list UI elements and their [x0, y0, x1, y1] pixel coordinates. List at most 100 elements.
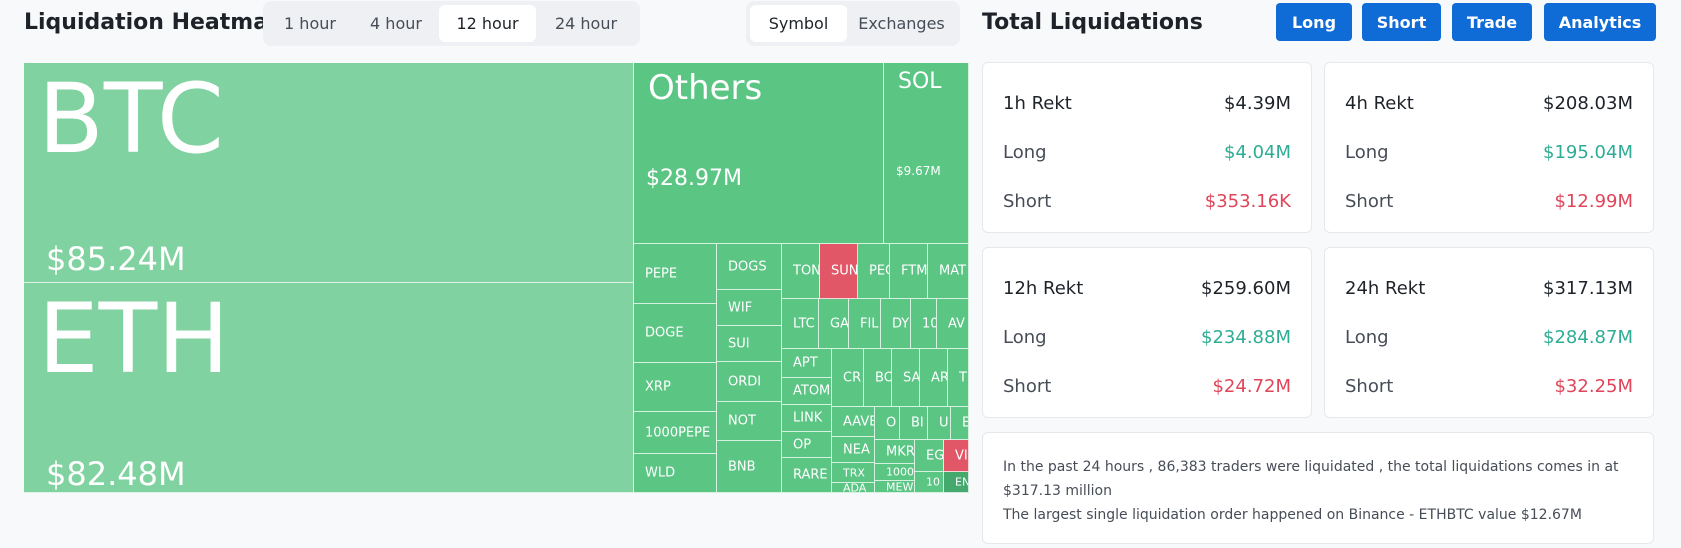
tile-tr[interactable]: TR [948, 349, 969, 407]
tile-symbol: SUN [831, 263, 858, 279]
tile-symbol: 10 [922, 316, 937, 331]
tile-symbol: O [886, 415, 897, 431]
tile-nea[interactable]: NEA [832, 437, 875, 463]
tile-mkr[interactable]: MKR [875, 440, 915, 464]
tile-value: $82.48M [46, 455, 186, 493]
tile-doge[interactable]: DOGE [634, 304, 717, 363]
tile-symbol: DOGS [728, 259, 767, 274]
tile-value: $85.24M [46, 240, 186, 278]
analytics-button[interactable]: Analytics [1544, 3, 1656, 41]
long-value: $195.04M [1543, 142, 1633, 163]
tile-symbol: TR [959, 370, 968, 385]
tile-eth[interactable]: ETH $82.48M [24, 283, 634, 493]
tile-symbol: WIF [728, 300, 753, 315]
tile-o[interactable]: O [875, 407, 900, 440]
tile-ordi[interactable]: ORDI [717, 362, 782, 402]
tile-op[interactable]: OP [782, 432, 832, 458]
tile-ar[interactable]: AR [920, 349, 948, 407]
tile-symbol: TON [793, 263, 820, 279]
tile-ltc[interactable]: LTC [782, 299, 819, 349]
trade-button[interactable]: Trade [1452, 3, 1532, 41]
rekt-total: $4.39M [1223, 93, 1291, 114]
tile-value: $9.67M [896, 164, 941, 178]
rekt-label: 12h Rekt [1003, 278, 1084, 299]
tile-symbol: FTM [901, 263, 928, 279]
tile-fil[interactable]: FIL [849, 299, 881, 349]
tile-ton[interactable]: TON [782, 244, 820, 299]
tab-symbol[interactable]: Symbol [750, 5, 847, 42]
rekt-label: 1h Rekt [1003, 93, 1072, 114]
tile-dy[interactable]: DY [881, 299, 911, 349]
tile-1000pepe[interactable]: 1000PEPE [634, 412, 717, 454]
long-label: Long [1003, 142, 1047, 163]
tab-1-hour[interactable]: 1 hour [284, 14, 336, 33]
tile-others[interactable]: Others $28.97M [634, 63, 884, 244]
tile-ftm[interactable]: FTM [890, 244, 928, 299]
short-button[interactable]: Short [1362, 3, 1441, 41]
tile-sa[interactable]: SA [892, 349, 920, 407]
tile-ada[interactable]: ADA [832, 483, 875, 493]
tile-wld[interactable]: WLD [634, 454, 717, 493]
rekt-label: 24h Rekt [1345, 278, 1426, 299]
tile-symbol: VI [955, 448, 968, 463]
tab-24-hour[interactable]: 24 hour [554, 14, 618, 33]
tile-btc[interactable]: BTC $85.24M [24, 63, 634, 283]
tile-eg[interactable]: EG [915, 440, 944, 472]
tile-symbol: NEA [843, 442, 870, 457]
tile-vi[interactable]: VI [944, 440, 969, 472]
tile-10[interactable]: 10 [911, 299, 937, 349]
tile-symbol: SOL [898, 69, 942, 94]
tile-symbol: BI [911, 415, 924, 431]
tile-symbol: RARE [793, 467, 828, 483]
rekt-card-1h: 1h Rekt $4.39M Long $4.04M Short $353.16K [982, 62, 1312, 233]
short-label: Short [1345, 191, 1394, 212]
long-value: $4.04M [1223, 142, 1291, 163]
view-selector: Symbol Exchanges [746, 1, 960, 46]
tile-sui[interactable]: SUI [717, 326, 782, 362]
tile-not[interactable]: NOT [717, 402, 782, 441]
tile-bo[interactable]: BO [864, 349, 892, 407]
tile-symbol: 1000 [886, 465, 914, 479]
tile-av[interactable]: AV [937, 299, 969, 349]
tile-symbol: APT [793, 355, 818, 371]
tile-symbol: SUI [728, 336, 750, 351]
tile-10[interactable]: 10 [915, 472, 944, 493]
tile-symbol: 1000PEPE [645, 425, 711, 440]
long-value: $234.88M [1201, 327, 1291, 348]
tab-exchanges[interactable]: Exchanges [858, 14, 945, 33]
tile-ga[interactable]: GA [819, 299, 849, 349]
tile-rare[interactable]: RARE [782, 458, 832, 493]
tab-4-hour[interactable]: 4 hour [370, 14, 422, 33]
tile-symbol: AR [931, 370, 948, 385]
tile-1000[interactable]: 1000 [875, 464, 915, 481]
tile-trx[interactable]: TRX [832, 463, 875, 483]
tile-link[interactable]: LINK [782, 405, 832, 432]
tile-cr[interactable]: CR [832, 349, 864, 407]
tile-sun[interactable]: SUN [820, 244, 858, 299]
tile-atom[interactable]: ATOM [782, 378, 832, 405]
tile-mat[interactable]: MAT [928, 244, 969, 299]
long-value: $284.87M [1543, 327, 1633, 348]
tile-mew[interactable]: MEW [875, 481, 915, 493]
tile-sol[interactable]: SOL $9.67M [884, 63, 969, 244]
long-button[interactable]: Long [1276, 3, 1352, 41]
rekt-total: $259.60M [1201, 278, 1291, 299]
tile-wif[interactable]: WIF [717, 290, 782, 326]
tile-symbol: MAT [939, 263, 967, 279]
tab-12-hour[interactable]: 12 hour [439, 5, 536, 42]
tile-bi[interactable]: BI [900, 407, 928, 440]
tile-xrp[interactable]: XRP [634, 363, 717, 412]
tile-symbol: LTC [793, 316, 815, 331]
tile-bnb[interactable]: BNB [717, 441, 782, 493]
tile-apt[interactable]: APT [782, 349, 832, 378]
tile-en[interactable]: EN [944, 472, 969, 493]
tile-et[interactable]: ET [951, 407, 969, 440]
tile-pepe[interactable]: PEPE [634, 244, 717, 304]
tile-symbol: Others [648, 68, 763, 108]
tile-peo[interactable]: PEO [858, 244, 890, 299]
tile-aave[interactable]: AAVE [832, 407, 875, 437]
tile-symbol: EG [926, 448, 944, 463]
tile-dogs[interactable]: DOGS [717, 244, 782, 290]
tile-u[interactable]: U [928, 407, 951, 440]
long-label: Long [1345, 327, 1389, 348]
